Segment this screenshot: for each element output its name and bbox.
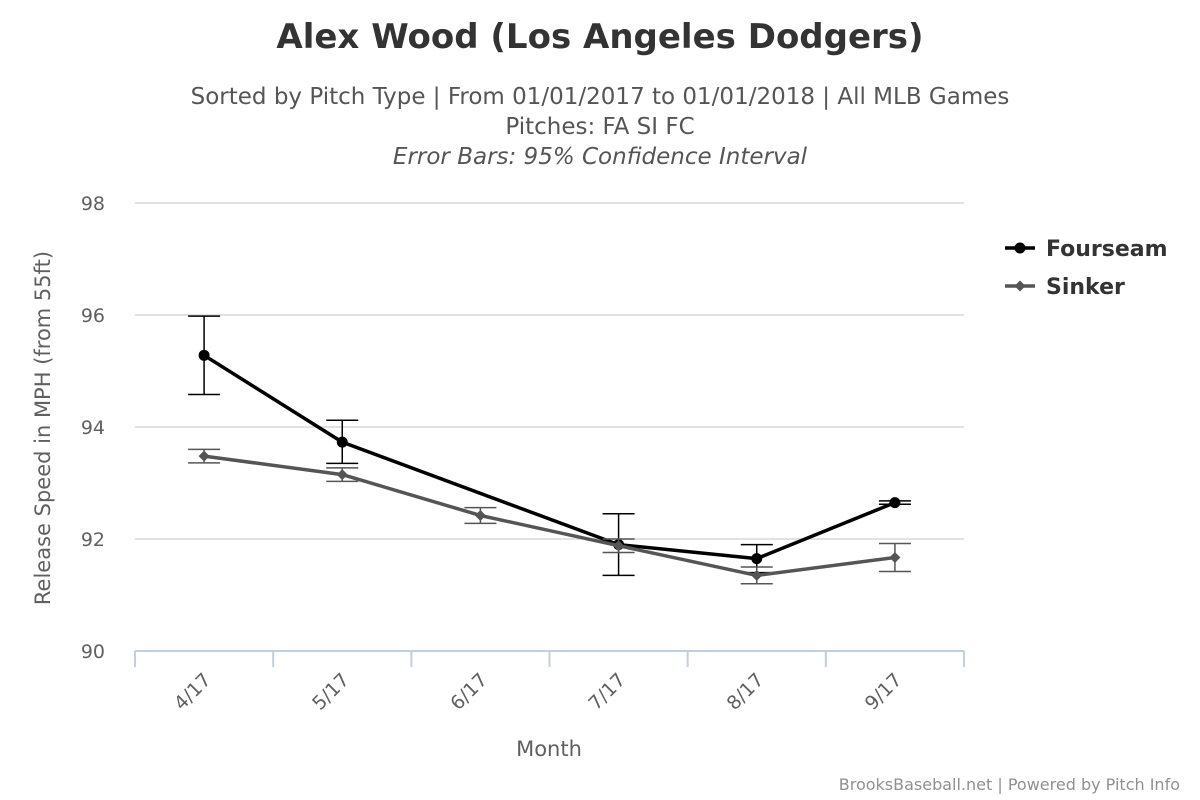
x-tick-label: 5/17 xyxy=(308,669,354,715)
legend-item-fourseam[interactable]: Fourseam xyxy=(1005,237,1168,262)
data-point-sinker[interactable] xyxy=(336,469,348,481)
data-point-sinker[interactable] xyxy=(613,540,625,552)
legend-marker xyxy=(1014,280,1026,292)
x-tick-label: 4/17 xyxy=(170,669,216,715)
x-tick-label: 8/17 xyxy=(723,669,769,715)
data-point-sinker[interactable] xyxy=(198,450,210,462)
data-point-fourseam[interactable] xyxy=(336,436,348,448)
x-tick-label: 9/17 xyxy=(861,669,907,715)
data-point-sinker[interactable] xyxy=(889,551,901,563)
x-tick-label: 6/17 xyxy=(446,669,492,715)
data-point-fourseam[interactable] xyxy=(889,497,901,509)
x-tick-label: 7/17 xyxy=(584,669,630,715)
legend-marker xyxy=(1014,242,1026,254)
grid-layer xyxy=(135,202,964,540)
data-point-fourseam[interactable] xyxy=(198,349,210,361)
y-tick-label: 90 xyxy=(81,641,105,663)
legend-label: Sinker xyxy=(1046,275,1125,300)
series-sinker xyxy=(188,448,911,585)
y-tick-label: 98 xyxy=(81,193,105,215)
chart-subtitle-line-1: Sorted by Pitch Type | From 01/01/2017 t… xyxy=(191,84,1010,110)
chart-title: Alex Wood (Los Angeles Dodgers) xyxy=(276,17,923,57)
series-layer xyxy=(188,315,911,585)
x-axis-title: Month xyxy=(516,737,582,761)
chart-subtitle-line-2: Pitches: FA SI FC xyxy=(505,114,694,140)
data-point-sinker[interactable] xyxy=(474,509,486,521)
chart-subtitle-line-3: Error Bars: 95% Confidence Interval xyxy=(393,144,808,170)
y-axis-title: Release Speed in MPH (from 55ft) xyxy=(31,251,55,605)
axis-layer: 90 92 94 96 98 4/17 5/17 6/17 7/17 8/17 9/17 xyxy=(81,193,965,715)
data-point-sinker[interactable] xyxy=(751,569,763,581)
legend-item-sinker[interactable]: Sinker xyxy=(1005,275,1125,300)
legend-label: Fourseam xyxy=(1046,237,1168,262)
y-tick-label: 92 xyxy=(81,529,105,551)
y-tick-label: 94 xyxy=(81,417,105,439)
data-point-fourseam[interactable] xyxy=(751,553,763,565)
y-tick-label: 96 xyxy=(81,305,105,327)
series-fourseam xyxy=(188,315,911,577)
credits-link[interactable]: BrooksBaseball.net | Powered by Pitch In… xyxy=(839,775,1180,794)
series-line-sinker xyxy=(202,454,897,578)
series-line-fourseam xyxy=(202,353,897,561)
legend[interactable]: Fourseam Sinker xyxy=(1005,237,1168,300)
